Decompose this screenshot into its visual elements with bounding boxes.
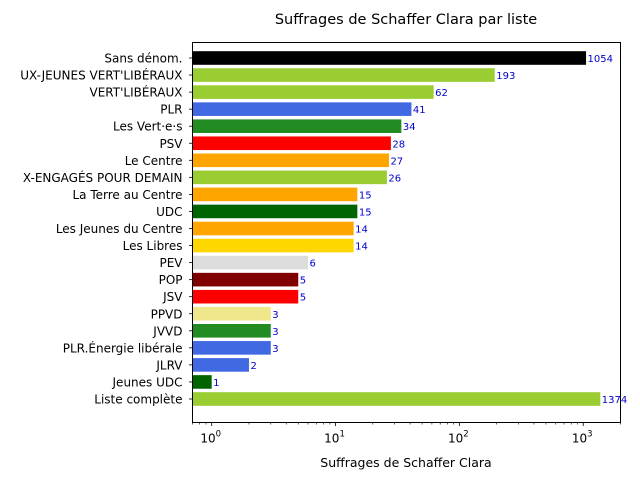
- y-tick-label: Les Libres: [123, 239, 183, 253]
- bar: [192, 358, 249, 372]
- y-tick-label: La Terre au Centre: [72, 188, 182, 202]
- bar: [192, 68, 495, 82]
- x-tick-exponent: 1: [339, 430, 344, 440]
- x-tick-exponent: 3: [587, 430, 592, 440]
- data-label: 3: [272, 344, 278, 355]
- bar: [192, 170, 387, 185]
- y-tick-label: VERT'LIBÉRAUX: [90, 85, 183, 100]
- bar: [192, 136, 391, 151]
- data-label: 34: [403, 122, 416, 133]
- y-tick-label: Liste complète: [94, 393, 182, 407]
- y-tick-label: Le Centre: [125, 154, 183, 168]
- bar: [192, 289, 299, 304]
- y-tick-label: PSV: [159, 137, 183, 151]
- data-label: 193: [496, 71, 515, 82]
- x-tick-label: 103: [572, 430, 593, 446]
- y-tick-label: X-ENGAGÉS POUR DEMAIN: [23, 170, 183, 185]
- x-tick-exponent: 2: [463, 430, 468, 440]
- data-label: 6: [310, 259, 316, 270]
- bar: [192, 272, 299, 287]
- bar: [192, 375, 212, 389]
- data-label: 5: [300, 293, 306, 304]
- data-label: 2: [250, 361, 256, 372]
- y-tick-label: Les Vert·e·s: [113, 120, 183, 134]
- bar: [192, 324, 271, 338]
- bar: [192, 238, 354, 253]
- bar: [192, 85, 434, 99]
- x-tick-base: 10: [448, 432, 463, 446]
- x-axis-ticks: 100 101 102 103: [192, 422, 621, 446]
- data-label: 41: [413, 105, 426, 116]
- data-label: 1374: [602, 395, 627, 406]
- bar: [192, 204, 358, 219]
- x-axis-label: Suffrages de Schaffer Clara: [320, 455, 491, 470]
- x-tick-label: 101: [324, 430, 345, 446]
- data-label: 14: [355, 242, 368, 253]
- y-tick-label: PPVD: [151, 307, 183, 321]
- data-label: 15: [359, 207, 372, 218]
- y-tick-label: Jeunes UDC: [112, 375, 183, 389]
- bar: [192, 102, 412, 116]
- y-tick-label: Les Jeunes du Centre: [56, 222, 183, 236]
- x-tick-label: 102: [448, 430, 469, 446]
- y-tick-labels: Sans dénom. UX-JEUNES VERT'LIBÉRAUX VERT'L…: [20, 52, 193, 407]
- bar: [192, 187, 358, 202]
- data-label: 3: [272, 327, 278, 338]
- data-label: 1054: [588, 54, 613, 65]
- bars-group: [192, 51, 601, 406]
- y-tick-label: PEV: [159, 256, 183, 270]
- bar: [192, 221, 354, 236]
- x-tick-label: 100: [200, 430, 221, 446]
- y-tick-label: UDC: [156, 205, 182, 219]
- x-tick-base: 10: [200, 432, 215, 446]
- data-label: 14: [355, 225, 368, 236]
- y-tick-label: Sans dénom.: [104, 52, 182, 66]
- bar: [192, 51, 587, 65]
- data-label: 15: [359, 190, 372, 201]
- data-label: 28: [392, 139, 405, 150]
- bar: [192, 255, 309, 270]
- data-label: 26: [388, 173, 401, 184]
- y-tick-label: JSV: [162, 290, 183, 304]
- y-tick-label: JLRV: [155, 358, 183, 372]
- bar: [192, 341, 271, 355]
- data-label: 3: [272, 310, 278, 321]
- data-label: 62: [435, 88, 448, 99]
- y-tick-label: PLR.Énergie libérale: [63, 340, 183, 355]
- bar: [192, 119, 402, 133]
- y-tick-label: JVVD: [152, 324, 182, 338]
- x-tick-exponent: 0: [216, 430, 221, 440]
- plot-frame: [192, 42, 621, 423]
- data-label: 27: [390, 156, 403, 167]
- data-label: 1: [213, 378, 219, 389]
- y-tick-label: PLR: [160, 103, 182, 117]
- x-tick-base: 10: [324, 432, 339, 446]
- y-tick-label: UX-JEUNES VERT'LIBÉRAUX: [20, 68, 182, 83]
- bar: [192, 392, 601, 406]
- y-tick-label: POP: [159, 273, 183, 287]
- chart-title: Suffrages de Schaffer Clara par liste: [275, 12, 537, 28]
- bar: [192, 153, 389, 168]
- data-label: 5: [300, 276, 306, 287]
- bar: [192, 306, 271, 321]
- x-tick-base: 10: [572, 432, 587, 446]
